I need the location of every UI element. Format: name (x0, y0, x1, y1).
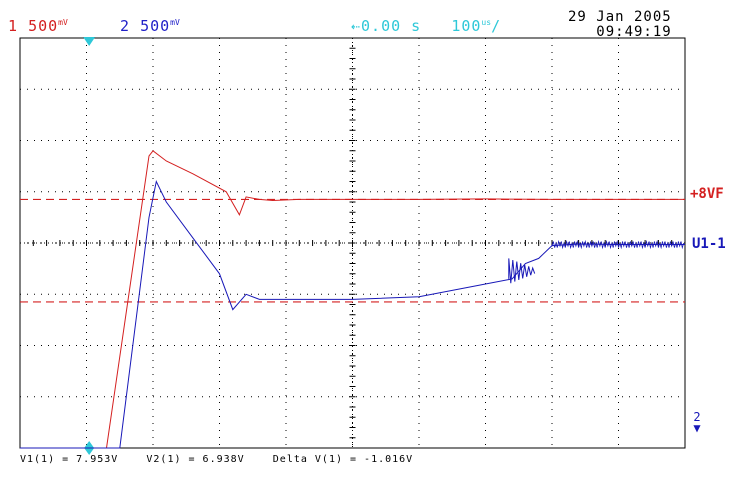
ch2-trace-label: U1-1 (692, 236, 726, 252)
time-text: 09:49:19 (596, 24, 672, 40)
trigger-arrow-icon: ⇠ (351, 17, 362, 35)
down-arrow-icon: ▼ (693, 421, 701, 435)
channel-1-unit-prefix: m (58, 18, 63, 27)
trigger-position-marker (83, 37, 96, 46)
timebase-per-div: 100 (451, 17, 482, 35)
trace-channel-2 (20, 179, 685, 449)
channel-2-marker-number: 2 (693, 410, 701, 424)
channel-1-number: 1 (8, 17, 19, 35)
timebase-offset: 0.00 s (361, 17, 422, 35)
date-text: 29 Jan 2005 (568, 9, 672, 25)
channel-1-unit: V (62, 18, 68, 27)
channel-1-value: 500 (28, 17, 59, 35)
timebase-unit-prefix: u (481, 18, 487, 27)
timebase-readout: ⇠0.00 s 100us/ (351, 17, 502, 35)
channel-2-unit-prefix: m (170, 18, 175, 27)
cursor-readout: V1(1) = 7.953V V2(1) = 6.938V Delta V(1)… (20, 454, 413, 465)
timestamp: 29 Jan 2005 09:49:19 (568, 10, 672, 40)
ringing-burst (508, 258, 536, 284)
cursor-v1: V1(1) = 7.953V (20, 454, 119, 465)
channel-1-scale: 1 500mV (8, 17, 68, 35)
channel-2-offset-marker: 2 ▼ (690, 410, 704, 435)
cursor-v2: V2(1) = 6.938V (146, 454, 245, 465)
channel-2-value: 500 (140, 17, 171, 35)
channel-2-unit: V (174, 18, 180, 27)
ref-line-label: +8VF (690, 186, 724, 202)
trace-noise (551, 239, 685, 250)
channel-2-number: 2 (120, 17, 131, 35)
cursor-delta: Delta V(1) = -1.016V (272, 454, 414, 465)
channel-2-scale: 2 500mV (120, 17, 180, 35)
timebase-unit: s (486, 18, 492, 27)
trace-channel-1 (20, 150, 685, 449)
